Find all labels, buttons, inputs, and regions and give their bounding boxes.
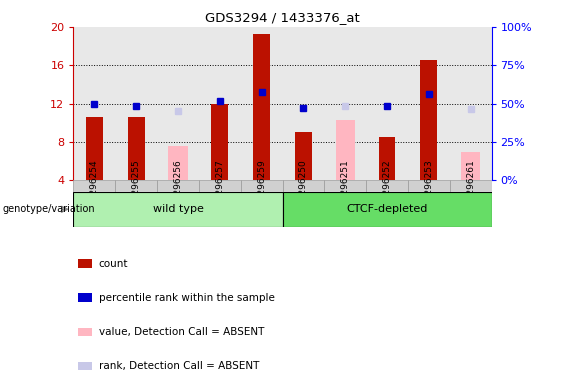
Bar: [379, 137, 395, 180]
Bar: [128, 117, 145, 180]
Title: GDS3294 / 1433376_at: GDS3294 / 1433376_at: [205, 11, 360, 24]
Bar: [73, 192, 282, 227]
Text: wild type: wild type: [153, 204, 203, 214]
Bar: [336, 120, 355, 180]
Text: GSM296251: GSM296251: [341, 159, 350, 214]
Bar: [115, 180, 157, 192]
Text: percentile rank within the sample: percentile rank within the sample: [98, 293, 275, 303]
Bar: [211, 104, 228, 180]
Text: GSM296255: GSM296255: [132, 159, 141, 214]
Text: CTCF-depleted: CTCF-depleted: [346, 204, 428, 214]
Bar: [73, 180, 115, 192]
Text: GSM296259: GSM296259: [257, 159, 266, 214]
Bar: [77, 328, 92, 336]
Bar: [366, 180, 408, 192]
Text: value, Detection Call = ABSENT: value, Detection Call = ABSENT: [98, 327, 264, 337]
Bar: [77, 293, 92, 302]
Bar: [295, 132, 312, 180]
Text: GSM296256: GSM296256: [173, 159, 182, 214]
Text: GSM296254: GSM296254: [90, 159, 99, 214]
Bar: [282, 192, 492, 227]
Text: genotype/variation: genotype/variation: [3, 204, 95, 214]
Bar: [282, 180, 324, 192]
Bar: [450, 180, 492, 192]
Bar: [253, 34, 270, 180]
Text: GSM296257: GSM296257: [215, 159, 224, 214]
Text: GSM296261: GSM296261: [466, 159, 475, 214]
Bar: [324, 180, 366, 192]
Bar: [168, 146, 188, 180]
Text: GSM296252: GSM296252: [383, 159, 392, 214]
Bar: [86, 117, 103, 180]
Bar: [461, 152, 480, 180]
Bar: [408, 180, 450, 192]
Text: GSM296253: GSM296253: [424, 159, 433, 214]
Bar: [157, 180, 199, 192]
Bar: [199, 180, 241, 192]
Bar: [77, 362, 92, 370]
Bar: [420, 61, 437, 180]
Bar: [241, 180, 282, 192]
Bar: [77, 260, 92, 268]
Text: count: count: [98, 259, 128, 269]
Text: GSM296250: GSM296250: [299, 159, 308, 214]
Text: rank, Detection Call = ABSENT: rank, Detection Call = ABSENT: [98, 361, 259, 371]
